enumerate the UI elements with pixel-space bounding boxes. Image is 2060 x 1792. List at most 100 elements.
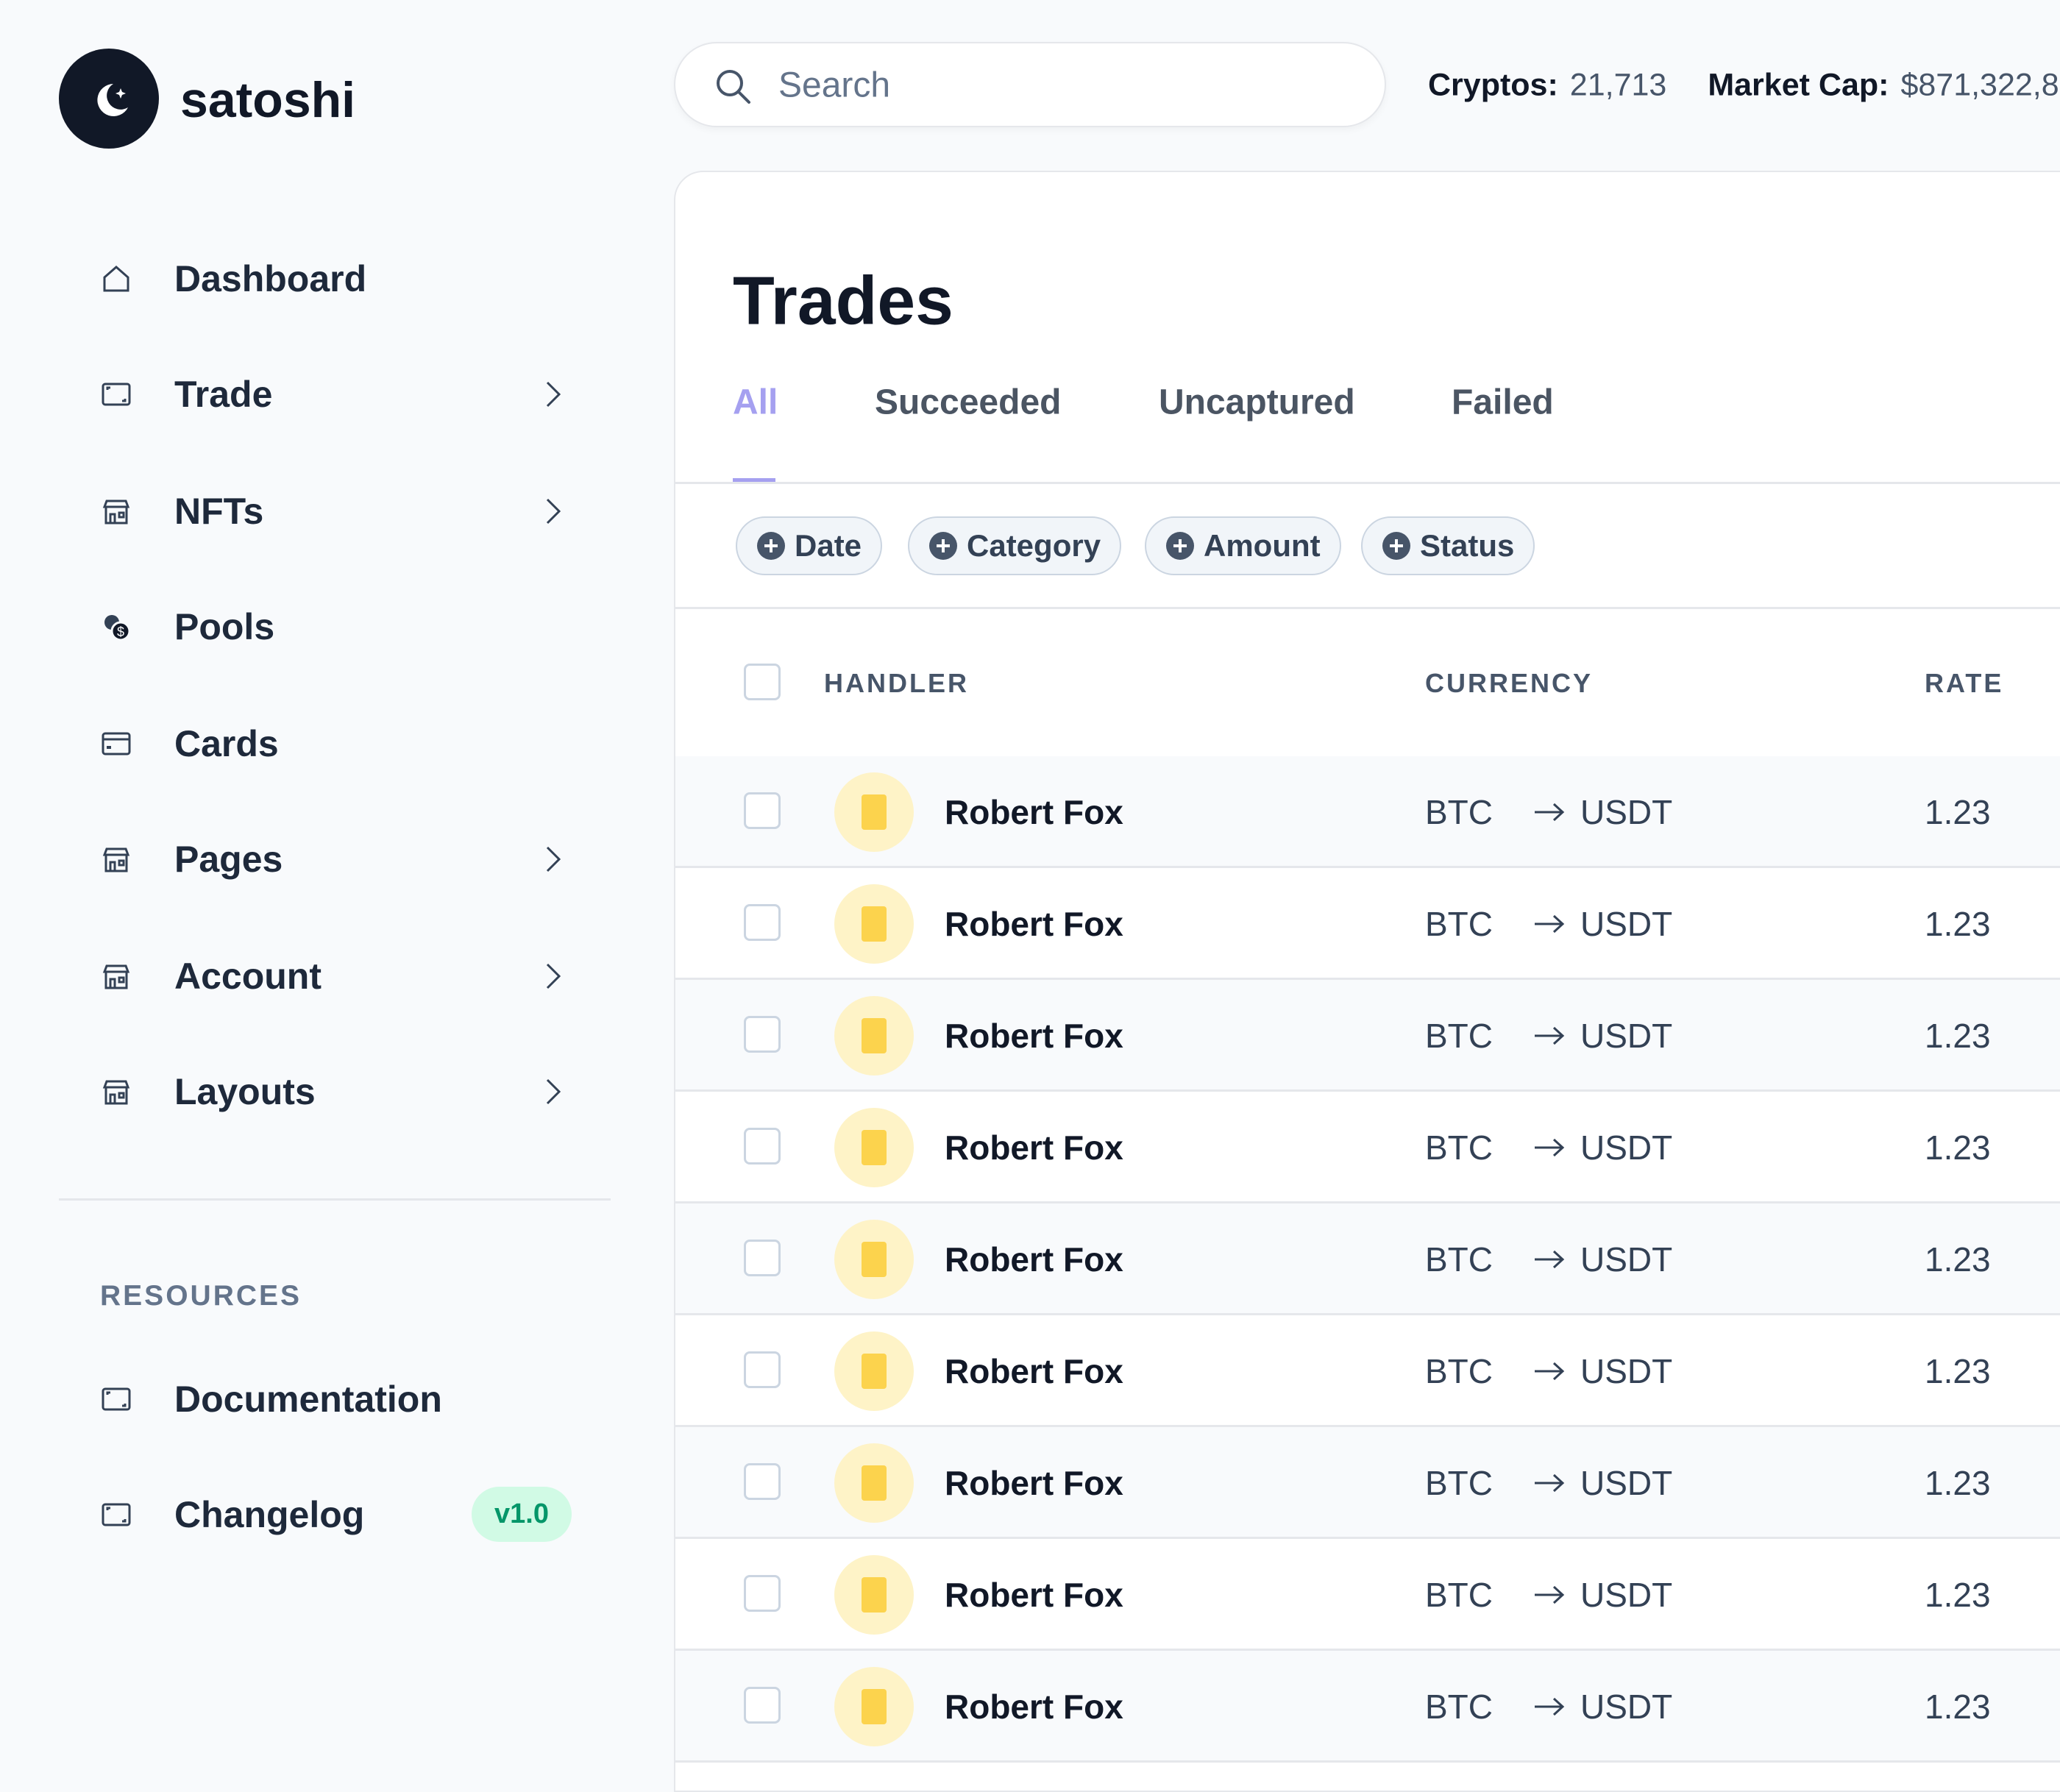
chevron[interactable] [544,961,564,991]
checkbox[interactable] [744,1351,781,1388]
rate: 1.23 [1925,1017,1991,1055]
column-header: RATE [1925,668,2004,698]
currency-to: USDT [1580,905,1673,943]
avatar [834,1220,914,1299]
chevron[interactable] [544,845,564,874]
avatar-shape [862,1577,887,1613]
nav-icon [102,1080,130,1105]
handler-name: Robert Fox [945,1240,1123,1279]
currency-from: BTC [1425,1128,1493,1167]
rate: 1.23 [1925,1352,1991,1390]
logo[interactable] [59,49,159,149]
tab-underline [733,478,775,482]
nav-item[interactable]: NFTs [174,491,264,532]
tab-active[interactable]: All [733,383,778,422]
nav-icon [103,266,129,292]
svg-text:$: $ [117,625,124,639]
checkbox[interactable] [744,904,781,941]
currency-to: USDT [1580,1464,1673,1502]
avatar [834,996,914,1075]
checkbox[interactable] [744,1687,781,1724]
checkbox[interactable] [744,1016,781,1053]
filter-chip[interactable]: Status [1361,516,1535,575]
nav-item[interactable]: Pages [174,839,283,880]
version-badge: v1.0 [472,1487,572,1542]
filter-label: Status [1420,528,1515,563]
stat-value: $871,322,86 [1900,67,2060,103]
search-icon [717,70,750,104]
avatar-shape [862,1242,887,1277]
avatar [834,884,914,964]
currency-from: BTC [1425,1240,1493,1279]
avatar-shape [862,906,887,942]
search-box[interactable]: Search [674,42,1386,127]
arrow [1535,1138,1565,1157]
filter-label: Amount [1204,528,1321,563]
nav-item[interactable]: Account [174,956,322,997]
arrow [1535,803,1565,822]
nav-item[interactable]: Documentation [174,1379,442,1420]
nav-icon: $ [104,615,131,641]
nav-icon [102,383,131,406]
chevron[interactable] [544,1077,564,1106]
section-title: RESOURCES [100,1280,302,1312]
filter-chip[interactable]: Amount [1145,516,1341,575]
nav-item[interactable]: Changelog [174,1494,365,1535]
currency-to: USDT [1580,1576,1673,1614]
divider [675,607,2060,609]
plus-icon [929,532,957,560]
stat-label: Cryptos: [1428,67,1558,103]
rate: 1.23 [1925,1576,1991,1614]
nav-icon [102,964,130,989]
rate: 1.23 [1925,905,1991,943]
logo-icon [97,84,128,116]
checkbox[interactable] [744,1463,781,1500]
nav-icon [102,499,130,525]
handler-name: Robert Fox [945,1576,1123,1614]
arrow [1535,1697,1565,1716]
checkbox[interactable] [744,664,781,700]
nav-item[interactable]: Cards [174,723,279,764]
column-header: CURRENCY [1425,668,1594,698]
plus-icon [757,532,785,560]
main-panel: Trades All Succeeded Uncaptured Failed D… [674,171,2060,1792]
currency-to: USDT [1580,1688,1673,1726]
checkbox[interactable] [744,1128,781,1165]
currency-from: BTC [1425,1017,1493,1055]
nav-item[interactable]: Dashboard [174,258,367,299]
handler-name: Robert Fox [945,1128,1123,1167]
currency-from: BTC [1425,1352,1493,1390]
nav-item[interactable]: Pools [174,606,275,647]
stat-label: Market Cap: [1708,67,1889,103]
tab[interactable]: Failed [1452,383,1554,422]
nav-icon [102,1387,131,1411]
avatar-shape [862,1689,887,1724]
filter-chip[interactable]: Category [908,516,1122,575]
handler-name: Robert Fox [945,793,1123,831]
currency-to: USDT [1580,1017,1673,1055]
checkbox[interactable] [744,792,781,829]
arrow [1535,1473,1565,1493]
chevron[interactable] [544,380,564,409]
checkbox[interactable] [744,1575,781,1612]
rate: 1.23 [1925,1128,1991,1167]
nav-item[interactable]: Trade [174,374,273,415]
avatar [834,1443,914,1523]
filter-chip[interactable]: Date [736,516,883,575]
tab[interactable]: Uncaptured [1159,383,1355,422]
nav-item[interactable]: Layouts [174,1071,316,1112]
currency-from: BTC [1425,1464,1493,1502]
rate: 1.23 [1925,1240,1991,1279]
handler-name: Robert Fox [945,1464,1123,1502]
currency-to: USDT [1580,1128,1673,1167]
stats: Cryptos: 21,713 Market Cap: $871,322,86 [1428,68,2060,104]
currency-from: BTC [1425,1688,1493,1726]
chevron[interactable] [544,497,564,526]
checkbox[interactable] [744,1240,781,1276]
tab[interactable]: Succeeded [875,383,1062,422]
avatar [834,1555,914,1635]
currency-to: USDT [1580,793,1673,831]
page-title: Trades [733,262,953,339]
